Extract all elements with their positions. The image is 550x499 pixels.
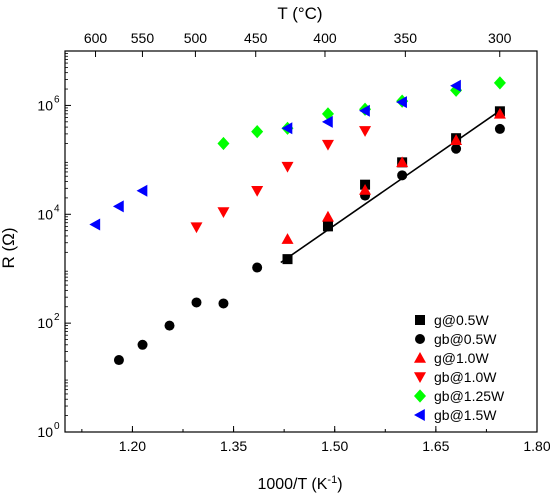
axes bbox=[64, 50, 538, 433]
point-gb-1-25w bbox=[493, 76, 506, 90]
y-tick-label-exponent: 6 bbox=[54, 94, 60, 105]
legend-label-g-1-0w: g@1.0W bbox=[434, 350, 489, 366]
point-g-1-0w bbox=[321, 210, 334, 222]
x-tick-label: 1.80 bbox=[523, 438, 550, 454]
top-x-tick-label: 600 bbox=[84, 30, 108, 46]
point-gb-0-5w bbox=[137, 339, 148, 350]
point-g-1-0w bbox=[493, 107, 506, 119]
y-axis-label: R (Ω) bbox=[0, 227, 18, 268]
top-x-tick-label: 400 bbox=[313, 30, 337, 46]
legend-label-g-0-5w: g@0.5W bbox=[434, 312, 489, 328]
fit-line-group bbox=[280, 110, 501, 264]
y-tick-label: 10 bbox=[37, 315, 53, 331]
top-x-tick-label: 300 bbox=[488, 30, 512, 46]
legend-label-gb-0-5w: gb@0.5W bbox=[434, 331, 497, 347]
x-tick-label: 1.35 bbox=[220, 438, 247, 454]
fit-line bbox=[280, 110, 501, 264]
point-gb-1-0w bbox=[251, 186, 264, 197]
point-g-1-0w bbox=[450, 134, 463, 145]
y-tick-label: 10 bbox=[37, 206, 53, 222]
x-tick-label: 1.50 bbox=[321, 438, 348, 454]
legend: g@0.5W gb@0.5W g@1.0W gb@1.0W gb@1.25W gb@1.5… bbox=[414, 312, 505, 423]
point-g-1-0w bbox=[359, 183, 372, 195]
y-tick-label-exponent: 0 bbox=[54, 421, 60, 432]
point-gb-1-5w bbox=[396, 96, 407, 109]
point-g-0-5w bbox=[282, 254, 293, 265]
x-axis-label: 1000/T (K-1) bbox=[257, 474, 342, 493]
point-gb-0-5w bbox=[164, 320, 175, 331]
point-gb-0-5w bbox=[191, 297, 202, 308]
ticks: 1.20 1.35 1.50 1.65 1.80 600 550 500 450 400 350 30… bbox=[37, 30, 550, 454]
top-x-tick-label: 450 bbox=[244, 30, 268, 46]
legend-label-gb-1-0w: gb@1.0W bbox=[434, 369, 497, 385]
point-gb-0-5w bbox=[322, 221, 333, 232]
x-tick-label: 1.65 bbox=[422, 438, 449, 454]
point-gb-1-0w bbox=[217, 207, 230, 219]
top-x-tick-label: 500 bbox=[184, 30, 208, 46]
point-gb-0-5w bbox=[113, 355, 124, 366]
legend-marker-gb-1-5w bbox=[414, 409, 425, 421]
legend-marker-gb-1-0w bbox=[414, 372, 426, 383]
x-tick-label: 1.20 bbox=[119, 438, 146, 454]
legend-label-gb-1-25w: gb@1.25W bbox=[434, 388, 505, 404]
top-x-tick-label: 350 bbox=[394, 30, 418, 46]
legend-marker-gb-0-5w bbox=[415, 334, 425, 344]
legend-label-gb-1-5w: gb@1.5W bbox=[434, 407, 497, 423]
point-gb-1-5w bbox=[281, 122, 293, 135]
point-gb-0-5w bbox=[218, 298, 229, 309]
point-gb-1-5w bbox=[450, 79, 461, 92]
point-gb-1-25w bbox=[251, 125, 264, 139]
point-gb-1-5w bbox=[89, 218, 101, 231]
point-gb-0-5w bbox=[252, 262, 263, 273]
point-gb-1-5w bbox=[321, 115, 333, 128]
point-g-1-0w bbox=[281, 233, 294, 244]
point-g-1-0w bbox=[396, 156, 409, 168]
point-gb-1-5w bbox=[136, 184, 148, 197]
point-gb-0-5w bbox=[451, 143, 462, 154]
legend-marker-gb-1-25w bbox=[414, 389, 426, 403]
point-gb-0-5w bbox=[494, 123, 505, 134]
point-gb-1-5w bbox=[112, 200, 124, 213]
point-gb-0-5w bbox=[397, 170, 408, 181]
point-gb-1-0w bbox=[359, 126, 372, 137]
point-gb-1-5w bbox=[359, 104, 370, 117]
point-gb-1-25w bbox=[321, 107, 334, 121]
point-gb-1-0w bbox=[321, 139, 334, 151]
point-gb-1-0w bbox=[190, 222, 203, 234]
point-gb-1-25w bbox=[217, 136, 230, 151]
y-tick-label-exponent: 4 bbox=[54, 203, 60, 214]
y-tick-label: 10 bbox=[37, 424, 53, 440]
point-gb-1-0w bbox=[281, 161, 294, 173]
top-x-tick-label: 550 bbox=[131, 30, 155, 46]
legend-marker-g-0-5w bbox=[415, 315, 425, 325]
y-tick-label-exponent: 2 bbox=[54, 312, 60, 323]
top-x-axis-label: T (°C) bbox=[277, 4, 322, 23]
data-points bbox=[89, 76, 506, 366]
legend-marker-g-1-0w bbox=[414, 352, 426, 363]
y-tick-label: 10 bbox=[37, 97, 53, 113]
plot-frame bbox=[64, 50, 538, 433]
